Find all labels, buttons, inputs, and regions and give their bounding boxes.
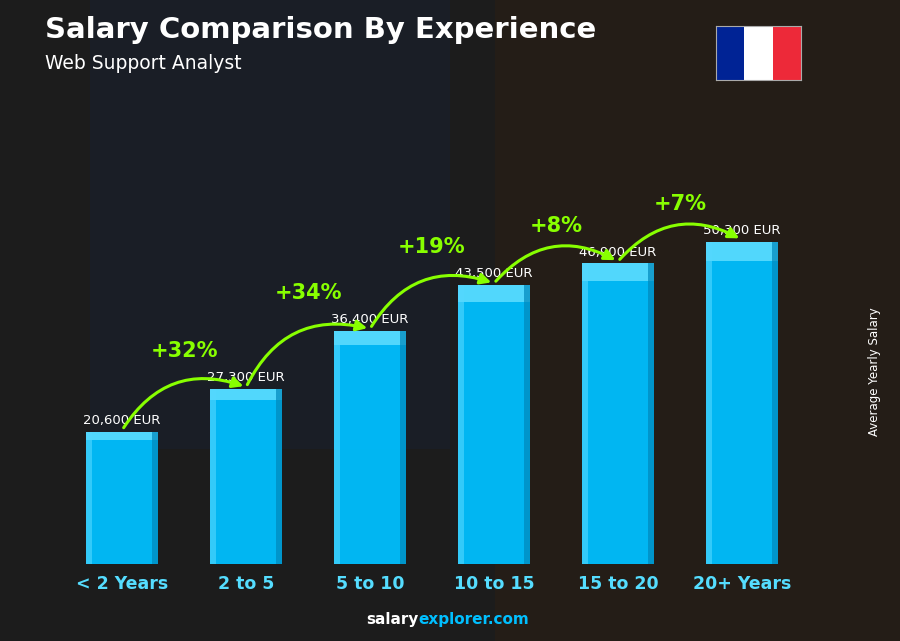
- Bar: [716, 26, 744, 80]
- Bar: [582, 263, 653, 281]
- Bar: [495, 0, 900, 641]
- Text: 46,900 EUR: 46,900 EUR: [580, 246, 656, 259]
- Bar: [86, 432, 92, 564]
- Bar: [582, 263, 588, 564]
- Text: Average Yearly Salary: Average Yearly Salary: [868, 308, 881, 436]
- Text: 20,600 EUR: 20,600 EUR: [84, 414, 161, 428]
- Text: +34%: +34%: [274, 283, 342, 303]
- Bar: [211, 389, 282, 399]
- FancyBboxPatch shape: [86, 432, 158, 564]
- Text: +32%: +32%: [150, 341, 218, 362]
- Text: 43,500 EUR: 43,500 EUR: [455, 267, 533, 281]
- Text: Web Support Analyst: Web Support Analyst: [45, 54, 241, 74]
- Text: +7%: +7%: [653, 194, 706, 214]
- Text: 50,300 EUR: 50,300 EUR: [703, 224, 780, 237]
- FancyBboxPatch shape: [458, 285, 530, 564]
- Bar: [706, 242, 778, 261]
- Text: +19%: +19%: [398, 237, 466, 258]
- Text: 27,300 EUR: 27,300 EUR: [207, 371, 285, 385]
- Text: explorer.com: explorer.com: [418, 612, 529, 627]
- Bar: [90, 0, 450, 449]
- FancyBboxPatch shape: [582, 263, 653, 564]
- Bar: [334, 331, 406, 345]
- Bar: [772, 26, 801, 80]
- FancyBboxPatch shape: [706, 242, 778, 564]
- Bar: [152, 432, 158, 564]
- Bar: [744, 26, 772, 80]
- Text: 36,400 EUR: 36,400 EUR: [331, 313, 409, 326]
- Text: salary: salary: [366, 612, 418, 627]
- FancyBboxPatch shape: [334, 331, 406, 564]
- Bar: [458, 285, 464, 564]
- FancyBboxPatch shape: [211, 389, 282, 564]
- Bar: [524, 285, 530, 564]
- Bar: [706, 242, 712, 564]
- Text: Salary Comparison By Experience: Salary Comparison By Experience: [45, 16, 596, 44]
- Bar: [276, 389, 282, 564]
- Bar: [86, 432, 158, 440]
- Bar: [400, 331, 406, 564]
- Bar: [772, 242, 778, 564]
- Text: +8%: +8%: [529, 215, 582, 236]
- Bar: [458, 285, 530, 302]
- Bar: [334, 331, 340, 564]
- Bar: [211, 389, 216, 564]
- Bar: [648, 263, 653, 564]
